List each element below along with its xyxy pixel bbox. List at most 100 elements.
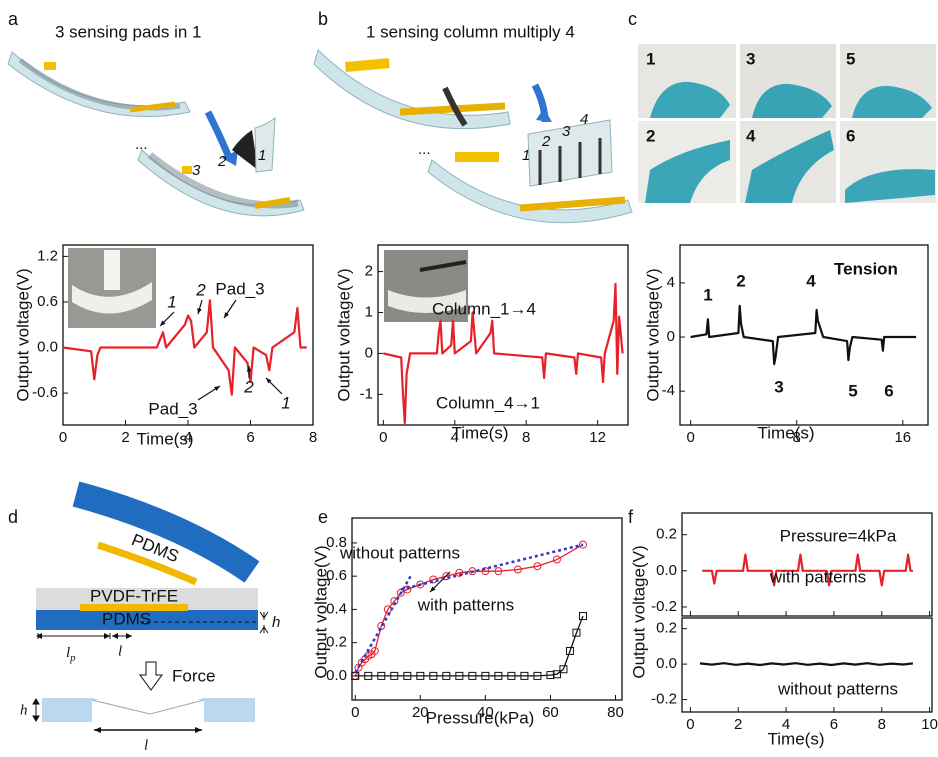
panel-label: b xyxy=(318,9,328,29)
annotation: 4 xyxy=(806,271,816,290)
column-number: 1 xyxy=(522,147,530,164)
figure: a b c d e f 3 sensing pads in 1 ... 3 2 … xyxy=(0,0,938,757)
dimension-label: lp xyxy=(66,645,76,663)
x-tick-label: 80 xyxy=(607,704,624,721)
series-line xyxy=(691,306,917,364)
y-tick-label: -4 xyxy=(662,382,675,399)
y-axis-title: Output voltage(V) xyxy=(334,268,353,401)
y-tick-label: 0.6 xyxy=(37,293,58,310)
series-label: with patterns xyxy=(769,567,866,586)
y-tick-label: -0.2 xyxy=(651,598,677,615)
annotation: Tension xyxy=(834,259,898,278)
y-tick-label: 0.0 xyxy=(656,562,677,579)
pad-number: 1 xyxy=(258,147,266,164)
dimension-label: l xyxy=(118,643,122,659)
y-axis-title: Output voltage(V) xyxy=(643,268,662,401)
x-tick-label: 8 xyxy=(309,429,317,446)
annotation: Pad_3 xyxy=(215,279,264,298)
dimension-label: p xyxy=(69,652,76,664)
y-tick-label: 1 xyxy=(365,303,373,320)
annotation: 1 xyxy=(703,285,712,304)
x-tick-label: 8 xyxy=(522,429,530,446)
dimension-label: h xyxy=(272,614,280,631)
panel-label: e xyxy=(318,507,328,527)
pad-number: 3 xyxy=(192,162,201,179)
series-label: without patterns xyxy=(339,543,460,562)
panel-label: a xyxy=(8,9,19,29)
column-number: 4 xyxy=(580,111,588,128)
y-tick-label: 0 xyxy=(365,344,373,361)
ellipsis: ... xyxy=(135,136,148,153)
y-tick-label: 0.0 xyxy=(37,339,58,356)
series-line xyxy=(700,663,913,665)
y-tick-label: 0.2 xyxy=(656,620,677,637)
panel-label: f xyxy=(628,507,634,527)
annotation-arrow xyxy=(224,312,229,318)
layer-label: PDMS xyxy=(102,609,151,628)
inset-photo xyxy=(68,248,156,328)
annotation: 3 xyxy=(774,377,783,396)
photo-number: 2 xyxy=(646,126,655,145)
y-axis-title: Output voltage(V) xyxy=(13,268,32,401)
x-tick-label: 0 xyxy=(686,429,694,446)
sheet-illustration xyxy=(314,50,632,223)
annotation: Column_1→4 xyxy=(432,299,536,318)
annotation: 5 xyxy=(848,381,857,400)
annotation-arrow xyxy=(214,386,220,391)
annotation: Pressure=4kPa xyxy=(780,526,897,545)
column-number: 3 xyxy=(562,123,571,140)
x-axis-title: Pressure(kPa) xyxy=(426,708,535,727)
photo-grid xyxy=(638,44,936,203)
x-axis-title: Time(s) xyxy=(768,729,825,748)
ellipsis: ... xyxy=(418,141,431,158)
y-tick-label: 4 xyxy=(667,274,675,291)
annotation: 6 xyxy=(884,381,893,400)
sheet-illustration xyxy=(8,52,304,216)
x-tick-label: 0 xyxy=(686,716,694,733)
illustration-title: 3 sensing pads in 1 xyxy=(55,22,202,41)
y-tick-label: 0.2 xyxy=(656,526,677,543)
series-line xyxy=(355,576,410,672)
y-tick-label: 0 xyxy=(667,328,675,345)
force-label: Force xyxy=(172,666,215,685)
y-tick-label: -0.2 xyxy=(651,691,677,708)
y-tick-label: 2 xyxy=(365,263,373,280)
panel-label: c xyxy=(628,9,637,29)
annotation: 2 xyxy=(195,280,206,299)
annotation: 2 xyxy=(736,271,745,290)
x-tick-label: 6 xyxy=(830,716,838,733)
annotation-arrow xyxy=(197,308,201,314)
x-tick-label: 0 xyxy=(379,429,387,446)
annotation: 2 xyxy=(243,377,254,396)
x-axis-title: Time(s) xyxy=(758,423,815,442)
pad-number: 2 xyxy=(217,153,227,170)
x-axis-title: Time(s) xyxy=(452,423,509,442)
x-tick-label: 10 xyxy=(921,716,938,733)
x-tick-label: 16 xyxy=(894,429,911,446)
data-point xyxy=(579,613,586,620)
annotation: 1 xyxy=(281,393,290,412)
illustration-title: 1 sensing column multiply 4 xyxy=(366,22,575,41)
dimension-label: l xyxy=(144,737,148,753)
series-line xyxy=(355,616,583,676)
photo-number: 1 xyxy=(646,49,655,68)
annotation: Column_4→1 xyxy=(436,393,540,412)
y-axis-title: Output voltage(V) xyxy=(311,545,330,678)
annotation: 1 xyxy=(167,292,176,311)
x-tick-label: 0 xyxy=(59,429,67,446)
panel-label: d xyxy=(8,507,18,527)
x-tick-label: 2 xyxy=(121,429,129,446)
x-tick-label: 0 xyxy=(351,704,359,721)
x-tick-label: 6 xyxy=(246,429,254,446)
series-label: without patterns xyxy=(777,679,898,698)
photo-number: 4 xyxy=(746,126,756,145)
series-label: with patterns xyxy=(417,595,514,614)
dimension-label: h xyxy=(20,702,28,718)
annotation: Pad_3 xyxy=(148,399,197,418)
x-tick-label: 12 xyxy=(589,429,606,446)
column-number: 2 xyxy=(541,133,551,150)
y-axis-title: Output voltage(V) xyxy=(629,545,648,678)
y-tick-label: -0.6 xyxy=(32,384,58,401)
x-tick-label: 2 xyxy=(734,716,742,733)
layer-label: PVDF-TrFE xyxy=(90,586,178,605)
